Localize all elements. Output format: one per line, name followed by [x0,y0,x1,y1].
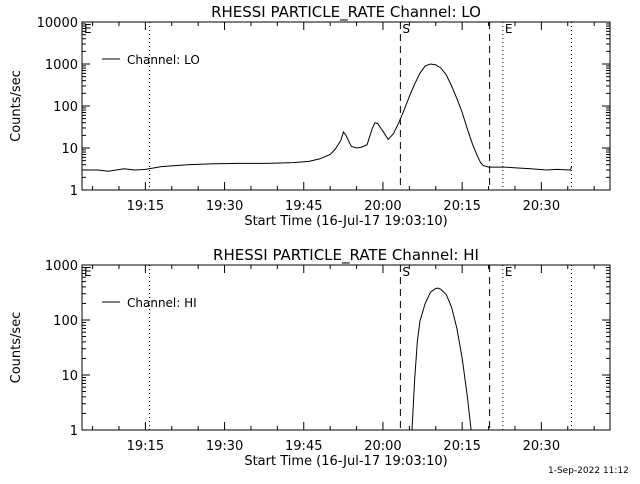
series-line [411,287,472,431]
x-tick-label: 20:30 [523,199,560,214]
x-tick-label: 19:15 [127,199,164,214]
y-axis-label: Counts/sec [9,312,24,384]
marker-label: E [84,265,92,279]
marker-label: E [84,22,92,36]
legend-label: Channel: HI [127,296,197,310]
x-tick-label: 19:15 [127,439,164,454]
y-tick-label: 1000 [45,259,78,274]
chart-panel-1: Channel: HI [81,264,611,431]
timestamp-footer: 1-Sep-2022 11:12 [548,466,629,476]
series-line [82,63,572,172]
plot-frame [81,264,611,431]
marker-label: S [402,22,410,36]
x-axis-label: Start Time (16-Jul-17 19:03:10) [244,454,447,469]
chart-title: RHESSI PARTICLE_RATE Channel: LO [211,3,481,22]
x-tick-label: 19:30 [206,199,243,214]
y-tick-label: 10 [61,142,78,157]
y-tick-label: 100 [53,314,78,329]
y-tick-label: 10000 [37,16,78,31]
x-tick-label: 20:15 [443,439,480,454]
legend: Channel: HI [102,296,197,310]
marker-label: S [402,265,410,279]
plot-frame [81,21,611,191]
marker-label: E [505,265,513,279]
x-tick-label: 20:15 [443,199,480,214]
x-tick-label: 19:45 [285,199,322,214]
x-axis-label: Start Time (16-Jul-17 19:03:10) [244,214,447,229]
x-tick-label: 20:30 [523,439,560,454]
x-tick-label: 20:00 [364,439,401,454]
marker-label: E [505,22,513,36]
chart-panel-0: Channel: LO [81,21,611,191]
y-tick-label: 1 [70,424,78,439]
chart-title: RHESSI PARTICLE_RATE Channel: HI [213,246,479,265]
y-tick-label: 1 [70,184,78,199]
x-tick-label: 20:00 [364,199,401,214]
legend-label: Channel: LO [127,53,200,67]
y-tick-label: 1000 [45,58,78,73]
y-axis-label: Counts/sec [9,70,24,142]
legend: Channel: LO [102,53,200,67]
x-tick-label: 19:45 [285,439,322,454]
y-tick-label: 100 [53,100,78,115]
y-tick-label: 10 [61,369,78,384]
x-tick-label: 19:30 [206,439,243,454]
